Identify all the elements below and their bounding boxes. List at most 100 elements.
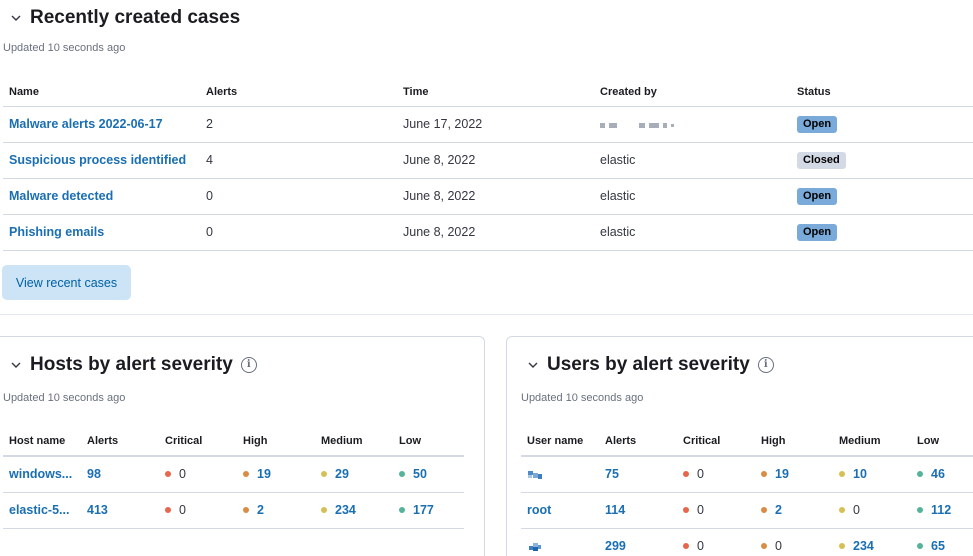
critical-count: 0 xyxy=(697,467,704,482)
info-icon[interactable]: i xyxy=(757,357,774,373)
medium-count-link[interactable]: 234 xyxy=(853,539,874,553)
high-dot-icon xyxy=(243,506,249,513)
column-header-host-name[interactable]: Host name xyxy=(3,426,81,457)
alerts-count-link[interactable]: 75 xyxy=(605,467,619,482)
medium-dot-icon xyxy=(321,470,327,477)
alerts-count-link[interactable]: 413 xyxy=(87,503,108,517)
recent-cases-panel: Recently created cases Updated 10 second… xyxy=(2,6,973,300)
column-header-name[interactable]: Name xyxy=(3,78,200,107)
high-count-link[interactable]: 19 xyxy=(775,467,789,482)
redacted-username xyxy=(600,123,674,128)
low-count-link[interactable]: 46 xyxy=(931,467,945,482)
medium-count-link[interactable]: 234 xyxy=(335,503,356,517)
users-header: Users by alert severity i xyxy=(527,354,774,376)
host-name-link[interactable]: elastic-5... xyxy=(9,503,70,517)
medium-dot-icon xyxy=(839,470,845,477)
low-count-link[interactable]: 50 xyxy=(413,467,427,482)
column-header-medium[interactable]: Medium xyxy=(315,426,393,457)
column-header-time[interactable]: Time xyxy=(397,78,594,107)
column-header-medium[interactable]: Medium xyxy=(833,426,911,457)
users-by-severity-panel: Users by alert severity i Updated 10 sec… xyxy=(506,336,973,556)
column-header-critical[interactable]: Critical xyxy=(159,426,237,457)
column-header-high[interactable]: High xyxy=(237,426,315,457)
redacted-username xyxy=(529,542,541,551)
host-name-link[interactable]: windows... xyxy=(9,467,73,482)
high-count-link[interactable]: 19 xyxy=(257,467,271,482)
high-count-link[interactable]: 2 xyxy=(257,503,264,517)
column-header-critical[interactable]: Critical xyxy=(677,426,755,457)
alerts-count-link[interactable]: 299 xyxy=(605,539,626,553)
case-alerts: 2 xyxy=(200,106,397,143)
low-count-link[interactable]: 112 xyxy=(931,503,952,517)
low-count-link[interactable]: 177 xyxy=(413,503,434,517)
column-header-high[interactable]: High xyxy=(755,426,833,457)
column-header-user-name[interactable]: User name xyxy=(521,426,599,457)
column-header-low[interactable]: Low xyxy=(911,426,973,457)
chevron-down-icon[interactable] xyxy=(10,12,22,24)
hosts-updated: Updated 10 seconds ago xyxy=(3,392,126,404)
hosts-header: Hosts by alert severity i xyxy=(10,354,257,376)
critical-dot-icon xyxy=(165,470,171,477)
critical-dot-icon xyxy=(683,470,689,477)
case-name-link[interactable]: Phishing emails xyxy=(9,225,105,239)
users-table: User name Alerts Critical High Medium Lo… xyxy=(521,426,973,556)
users-updated: Updated 10 seconds ago xyxy=(521,392,644,404)
critical-dot-icon xyxy=(683,506,689,513)
recent-cases-header: Recently created cases xyxy=(10,6,240,30)
alerts-count-link[interactable]: 114 xyxy=(605,503,626,517)
user-name-cell[interactable] xyxy=(521,528,599,556)
low-dot-icon xyxy=(917,506,923,513)
view-recent-cases-button[interactable]: View recent cases xyxy=(2,265,131,300)
section-divider xyxy=(0,314,973,315)
table-row: 75 0 19 10 46 xyxy=(521,456,973,493)
case-time: June 8, 2022 xyxy=(397,178,594,215)
status-badge: Open xyxy=(797,223,838,241)
column-header-status[interactable]: Status xyxy=(791,78,973,107)
medium-count-link[interactable]: 10 xyxy=(853,467,867,482)
high-count-link[interactable]: 2 xyxy=(775,503,782,517)
hosts-by-severity-panel: Hosts by alert severity i Updated 10 sec… xyxy=(0,336,485,556)
user-name-link[interactable]: root xyxy=(527,503,552,517)
case-created-by: elastic xyxy=(594,214,791,251)
low-count-link[interactable]: 65 xyxy=(931,539,945,553)
status-badge: Open xyxy=(797,187,838,205)
high-dot-icon xyxy=(761,470,767,477)
chevron-down-icon[interactable] xyxy=(527,359,539,371)
medium-count: 0 xyxy=(853,503,860,517)
case-created-by: elastic xyxy=(594,178,791,215)
table-row: windows... 98 0 19 29 50 xyxy=(3,456,464,493)
info-icon[interactable]: i xyxy=(240,357,257,373)
high-dot-icon xyxy=(243,470,249,477)
low-dot-icon xyxy=(917,542,923,549)
case-time: June 17, 2022 xyxy=(397,106,594,143)
critical-count: 0 xyxy=(697,503,704,517)
low-dot-icon xyxy=(399,470,405,477)
table-row: elastic-5... 413 0 2 234 177 xyxy=(3,492,464,529)
user-name-cell[interactable] xyxy=(521,456,599,493)
medium-count-link[interactable]: 29 xyxy=(335,467,349,482)
column-header-created-by[interactable]: Created by xyxy=(594,78,791,107)
table-row: Malware alerts 2022-06-17 2 June 17, 202… xyxy=(3,106,973,143)
users-title: Users by alert severity xyxy=(547,354,750,375)
case-name-link[interactable]: Suspicious process identified xyxy=(9,153,187,167)
high-dot-icon xyxy=(761,506,767,513)
recent-cases-title: Recently created cases xyxy=(30,7,241,28)
case-created-by xyxy=(594,106,791,143)
high-dot-icon xyxy=(761,542,767,549)
case-name-link[interactable]: Malware alerts 2022-06-17 xyxy=(9,117,163,131)
critical-count: 0 xyxy=(179,503,186,517)
case-name-link[interactable]: Malware detected xyxy=(9,189,114,203)
column-header-alerts[interactable]: Alerts xyxy=(81,426,159,457)
case-alerts: 4 xyxy=(200,142,397,179)
table-row: root 114 0 2 0 112 xyxy=(521,492,973,529)
alerts-count-link[interactable]: 98 xyxy=(87,467,101,482)
column-header-low[interactable]: Low xyxy=(393,426,464,457)
case-created-by: elastic xyxy=(594,142,791,179)
recent-cases-table: Name Alerts Time Created by Status Malwa… xyxy=(3,78,973,251)
hosts-title: Hosts by alert severity xyxy=(30,354,233,375)
table-header-row: Host name Alerts Critical High Medium Lo… xyxy=(3,426,464,457)
chevron-down-icon[interactable] xyxy=(10,359,22,371)
case-alerts: 0 xyxy=(200,214,397,251)
column-header-alerts[interactable]: Alerts xyxy=(200,78,397,107)
column-header-alerts[interactable]: Alerts xyxy=(599,426,677,457)
